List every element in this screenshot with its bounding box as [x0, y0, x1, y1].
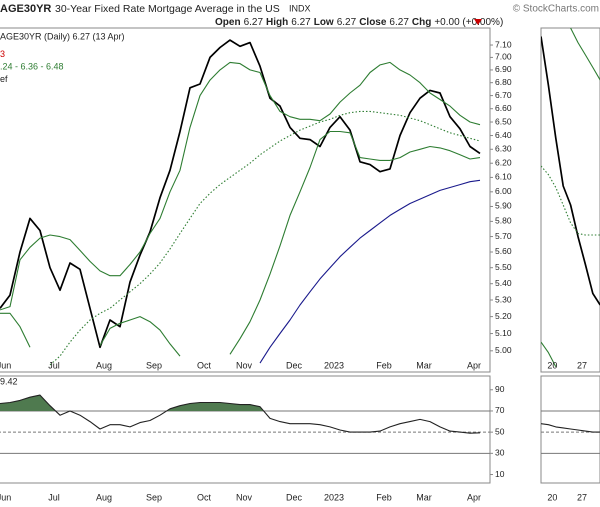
quote-value: 6.27 [389, 17, 409, 28]
quote-label: Close [359, 17, 387, 28]
x-tick-label: 2023 [324, 360, 344, 370]
series-line [541, 423, 600, 433]
y-tick-label: 10 [495, 469, 505, 479]
series-line [0, 130, 481, 357]
indicator-label: 9.42 [0, 376, 18, 386]
panel-frame [540, 27, 600, 373]
quote-value: 6.27 [244, 17, 264, 28]
quote-value: 6.27 [337, 17, 357, 28]
y-tick-label: 6.30 [495, 144, 512, 154]
y-tick-label: 70 [495, 405, 505, 415]
series-line [0, 39, 481, 349]
series-line [570, 28, 600, 81]
legend-entry: .24 - 6.36 - 6.48 [0, 61, 64, 71]
y-tick-label: 6.10 [495, 172, 512, 182]
legend-entry: ef [0, 74, 8, 84]
y-tick-label: 5.80 [495, 216, 512, 226]
x-tick-label: Oct [197, 360, 212, 370]
x-tick-label: Jul [48, 360, 60, 370]
series-line [541, 36, 600, 306]
x-tick-label: Nov [236, 360, 253, 370]
y-tick-label: 5.50 [495, 262, 512, 272]
plot-area [541, 28, 600, 367]
plot-area [0, 394, 490, 454]
y-tick-label: 5.70 [495, 231, 512, 241]
series-line [541, 341, 557, 367]
change-arrow [474, 19, 482, 25]
x-tick-label: Nov [236, 492, 253, 502]
legend-entry: AGE30YR (Daily) 6.27 (13 Apr) [0, 31, 125, 41]
x-tick-label: Oct [197, 492, 212, 502]
plot-area [0, 39, 481, 366]
y-tick-label: 90 [495, 384, 505, 394]
x-tick-label: Jul [48, 492, 60, 502]
y-tick-label: 6.50 [495, 116, 512, 126]
x-tick-label: Apr [467, 492, 481, 502]
legend-entry: 3 [0, 49, 5, 59]
x-tick-label: Aug [96, 492, 112, 502]
series-line [49, 110, 481, 366]
y-tick-label: 30 [495, 448, 505, 458]
y-tick-label: 6.60 [495, 103, 512, 113]
y-tick-label: 6.00 [495, 186, 512, 196]
x-tick-label: Mar [416, 492, 432, 502]
x-tick-label: 27 [577, 360, 587, 370]
series-line [0, 61, 481, 311]
panel-frame [540, 375, 600, 484]
x-tick-label: Sep [146, 360, 162, 370]
series-line [541, 165, 600, 236]
overbought-area [0, 395, 480, 411]
x-tick-label: 20 [547, 492, 557, 502]
x-tick-label: 2023 [324, 492, 344, 502]
x-tick-label: 27 [577, 492, 587, 502]
x-tick-label: Mar [416, 360, 432, 370]
exchange: INDX [289, 3, 311, 13]
x-tick-label: Feb [376, 492, 392, 502]
x-tick-label: Dec [286, 360, 303, 370]
y-tick-label: 6.40 [495, 130, 512, 140]
quote-label: Low [314, 17, 334, 28]
x-tick-label: Jun [0, 360, 11, 370]
symbol: AGE30YR [0, 3, 51, 15]
y-tick-label: 5.30 [495, 294, 512, 304]
y-tick-label: 5.00 [495, 345, 512, 355]
y-tick-label: 5.20 [495, 311, 512, 321]
y-tick-label: 50 [495, 426, 505, 436]
security-name: 30-Year Fixed Rate Mortgage Average in t… [55, 3, 280, 15]
y-tick-label: 7.10 [495, 39, 512, 49]
y-tick-label: 6.70 [495, 90, 512, 100]
x-tick-label: Apr [467, 360, 481, 370]
series-line [259, 179, 481, 364]
y-tick-label: 7.00 [495, 52, 512, 62]
series-line [0, 394, 481, 434]
y-tick-label: 5.40 [495, 278, 512, 288]
panel-frame [0, 375, 491, 484]
quote-label: High [266, 17, 288, 28]
x-tick-label: Aug [96, 360, 112, 370]
x-tick-label: Sep [146, 492, 162, 502]
quote-label: Chg [412, 17, 431, 28]
y-tick-label: 5.60 [495, 246, 512, 256]
y-tick-label: 6.20 [495, 157, 512, 167]
y-tick-label: 5.90 [495, 201, 512, 211]
x-tick-label: Feb [376, 360, 392, 370]
plot-area [541, 410, 600, 454]
credit: © StockCharts.com [513, 4, 599, 15]
quote-label: Open [215, 17, 241, 28]
quote-value: 6.27 [291, 17, 311, 28]
y-tick-label: 6.90 [495, 64, 512, 74]
panel-frame [0, 27, 491, 373]
x-tick-label: Jun [0, 492, 11, 502]
quote: Open 6.27 High 6.27 Low 6.27 Close 6.27 Chg +0.00… [215, 17, 503, 28]
x-tick-label: 20 [547, 360, 557, 370]
x-tick-label: Dec [286, 492, 303, 502]
quote-value: +0.00 (+0.00%) [434, 17, 503, 28]
y-tick-label: 5.10 [495, 328, 512, 338]
y-tick-label: 6.80 [495, 77, 512, 87]
